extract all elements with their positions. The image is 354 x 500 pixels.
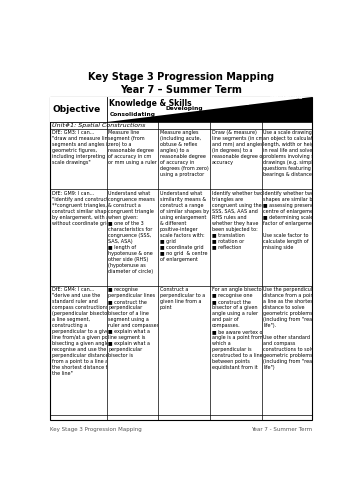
Text: Identify whether two
triangles are
congruent using the
SSS, SAS, AAS and
RHS rul: Identify whether two triangles are congr… bbox=[212, 190, 263, 250]
Bar bbox=[107, 97, 312, 122]
Text: Knowledge & Skills: Knowledge & Skills bbox=[109, 98, 192, 108]
Text: Key Stage 3 Progression Mapping: Key Stage 3 Progression Mapping bbox=[51, 427, 142, 432]
Bar bbox=[51, 97, 312, 420]
Text: Draw (& measure)
line segments (in cm
and mm) and angles
(in degrees) to a
reaso: Draw (& measure) line segments (in cm an… bbox=[212, 130, 264, 166]
Text: DfE: GM4: I can...
"derive and use the
standard ruler and
compass constructions
: DfE: GM4: I can... "derive and use the s… bbox=[52, 287, 116, 376]
Text: Consolidating: Consolidating bbox=[109, 112, 155, 117]
Text: Understand what
similarity means &
construct a range
of similar shapes by
using : Understand what similarity means & const… bbox=[160, 190, 209, 262]
Text: Understand what
congruence means
& construct a
congruent triangle
when given:
■ : Understand what congruence means & const… bbox=[108, 190, 155, 274]
Text: Construct a
perpendicular to a
given line from a
point: Construct a perpendicular to a given lin… bbox=[160, 287, 205, 310]
Text: Securing: Securing bbox=[221, 100, 250, 105]
Text: ■ recognise
perpendicular lines
■ construct the
perpendicular
bisector of a line: ■ recognise perpendicular lines ■ constr… bbox=[108, 287, 159, 358]
Text: Key Stage 3 Progression Mapping
Year 7 – Summer Term: Key Stage 3 Progression Mapping Year 7 –… bbox=[88, 72, 274, 95]
Text: For an angle bisector
■ recognise one
■ construct the
bisector of a given
angle : For an angle bisector ■ recognise one ■ … bbox=[212, 287, 264, 370]
Bar bbox=[51, 97, 107, 122]
Text: DfE: GM9: I can...
"identify and construct
**congruent triangles, and
construct : DfE: GM9: I can... "identify and constru… bbox=[52, 190, 118, 226]
Text: Use a scale drawing of
an object to calculate its
length, width or height
in rea: Use a scale drawing of an object to calc… bbox=[263, 130, 324, 178]
Text: Measure angles
(including acute,
obtuse & reflex
angles) to a
reasonable degree
: Measure angles (including acute, obtuse … bbox=[160, 130, 209, 178]
Polygon shape bbox=[107, 97, 312, 122]
Text: Unit#1: Spatial Constructions: Unit#1: Spatial Constructions bbox=[52, 123, 145, 128]
Text: Year 7 - Summer Term: Year 7 - Summer Term bbox=[251, 427, 312, 432]
Text: Developing: Developing bbox=[165, 106, 203, 111]
Text: Objective: Objective bbox=[53, 105, 101, 114]
Text: Identify whether two
shapes are similar by:
■ assessing presence of
centre of en: Identify whether two shapes are similar … bbox=[263, 190, 323, 250]
Text: Use the perpendicular
distance from a point to
a line as the shortest
distance t: Use the perpendicular distance from a po… bbox=[263, 287, 324, 370]
Text: Mastering: Mastering bbox=[270, 94, 304, 99]
Text: Measure line
segment (from
zero) to a
reasonable degree
of accuracy in cm
or mm : Measure line segment (from zero) to a re… bbox=[108, 130, 157, 166]
Text: DfE: GM3: I can...
"draw and measure line
segments and angles in
geometric figur: DfE: GM3: I can... "draw and measure lin… bbox=[52, 130, 110, 166]
